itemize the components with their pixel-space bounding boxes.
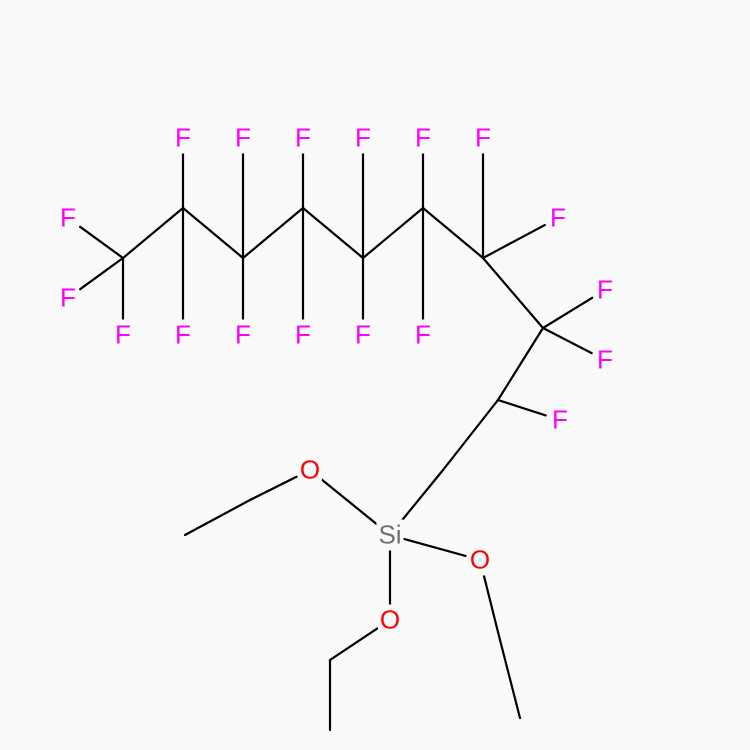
- atom-f: F: [413, 123, 433, 154]
- atom-f: F: [173, 320, 193, 351]
- bond: [404, 539, 465, 556]
- bond: [483, 258, 543, 328]
- bond: [185, 500, 250, 535]
- bond: [484, 575, 500, 640]
- atom-f: F: [353, 123, 373, 154]
- atom-f: F: [595, 275, 615, 306]
- atom-f: F: [353, 320, 373, 351]
- atom-f: F: [550, 405, 570, 436]
- atom-si: Si: [376, 520, 403, 551]
- bond: [80, 227, 123, 258]
- atom-f: F: [58, 283, 78, 314]
- atom-f: F: [233, 320, 253, 351]
- atom-o: O: [468, 545, 492, 576]
- bond: [250, 477, 297, 500]
- atom-o: O: [378, 605, 402, 636]
- bond: [423, 208, 483, 258]
- bond: [500, 640, 520, 718]
- bond: [243, 208, 303, 258]
- atom-f: F: [233, 123, 253, 154]
- bond: [498, 328, 543, 400]
- bond: [303, 208, 363, 258]
- bond: [498, 400, 546, 415]
- molecule-canvas: [0, 0, 750, 750]
- bond: [543, 328, 592, 353]
- bond: [322, 479, 379, 525]
- bond: [399, 470, 443, 523]
- bond: [483, 225, 545, 258]
- bond: [330, 628, 378, 660]
- atom-f: F: [413, 320, 433, 351]
- bond: [123, 208, 183, 258]
- atom-f: F: [58, 203, 78, 234]
- atom-f: F: [473, 123, 493, 154]
- atom-f: F: [548, 203, 568, 234]
- atom-f: F: [173, 123, 193, 154]
- bond: [363, 208, 423, 258]
- atom-f: F: [113, 320, 133, 351]
- atom-f: F: [595, 345, 615, 376]
- atom-o: O: [298, 455, 322, 486]
- bond: [443, 400, 498, 470]
- bond: [80, 258, 123, 289]
- atom-f: F: [293, 320, 313, 351]
- bond: [543, 298, 592, 328]
- atom-f: F: [293, 123, 313, 154]
- bond: [183, 208, 243, 258]
